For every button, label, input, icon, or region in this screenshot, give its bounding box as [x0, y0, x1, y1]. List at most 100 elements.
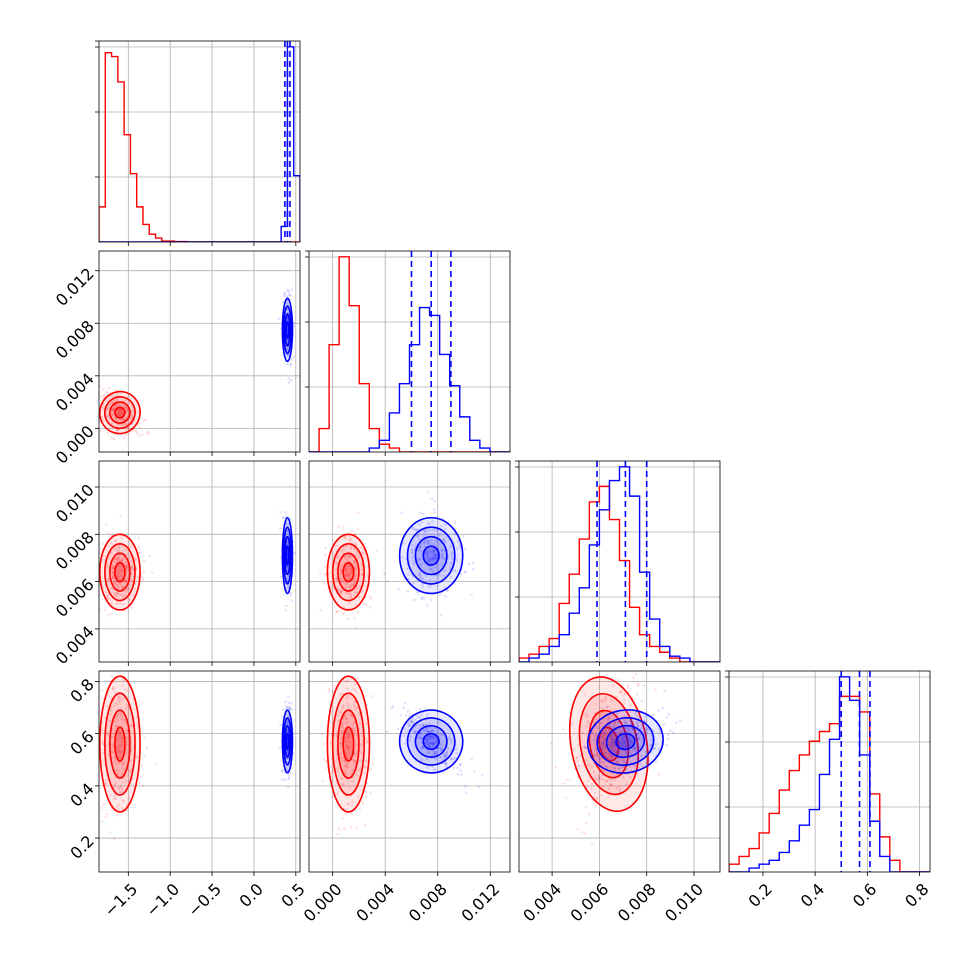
x-tick-label: 0.4 — [797, 880, 828, 911]
scatter-point — [419, 545, 422, 548]
scatter-point — [570, 722, 574, 726]
scatter-point — [145, 746, 149, 749]
scatter-point — [358, 722, 362, 726]
scatter-point — [115, 602, 119, 605]
scatter-point — [633, 765, 637, 768]
scatter-point — [625, 751, 628, 755]
scatter-point — [596, 753, 599, 757]
scatter-point — [611, 741, 614, 744]
scatter-point — [115, 583, 118, 587]
scatter-point — [278, 527, 282, 530]
scatter-point — [458, 763, 462, 766]
scatter-point — [443, 586, 446, 590]
scatter-point — [592, 721, 595, 724]
scatter-point — [119, 408, 123, 412]
scatter-point — [117, 403, 121, 406]
scatter-point — [440, 733, 443, 737]
scatter-point — [612, 724, 616, 728]
scatter-point — [354, 568, 358, 572]
scatter-point — [348, 591, 352, 595]
histogram-blue-series — [309, 306, 510, 452]
scatter-point — [444, 756, 448, 759]
scatter-point — [112, 575, 115, 579]
scatter-point — [353, 566, 357, 570]
scatter-point — [138, 426, 142, 429]
scatter-point — [429, 741, 433, 745]
scatter-point — [455, 751, 458, 755]
scatter-point — [449, 545, 452, 548]
scatter-point — [460, 773, 463, 777]
scatter-point — [125, 415, 129, 419]
scatter-point — [346, 778, 349, 781]
scatter-point — [323, 572, 327, 576]
scatter-point — [341, 580, 344, 584]
scatter-point — [568, 778, 572, 782]
scatter-point — [635, 737, 639, 741]
scatter-point — [667, 712, 671, 716]
scatter-point — [344, 722, 348, 725]
scatter-point — [420, 758, 424, 762]
scatter-point — [354, 572, 358, 576]
scatter-point — [425, 738, 429, 742]
scatter-point — [349, 595, 352, 599]
panel-content — [99, 41, 300, 242]
scatter-point — [400, 511, 404, 515]
scatter-point — [103, 584, 106, 587]
scatter-point — [352, 721, 356, 724]
scatter-point — [418, 736, 421, 740]
scatter-point — [111, 572, 115, 575]
scatter-point — [613, 743, 617, 747]
scatter-point — [107, 386, 111, 390]
scatter-point — [428, 558, 432, 562]
scatter-point — [119, 515, 122, 518]
scatter-point — [431, 742, 434, 745]
scatter-point — [118, 412, 121, 416]
scatter-point — [119, 407, 122, 411]
scatter-point — [115, 417, 118, 420]
scatter-point — [444, 754, 448, 758]
scatter-point — [623, 741, 626, 744]
scatter-point — [422, 724, 426, 727]
scatter-point — [348, 586, 351, 589]
scatter-point — [146, 432, 149, 436]
scatter-point — [115, 748, 119, 751]
scatter-point — [289, 593, 293, 597]
scatter-point — [112, 785, 116, 789]
scatter-point — [404, 714, 408, 717]
scatter-point — [116, 549, 120, 553]
scatter-point — [105, 399, 109, 403]
scatter-point — [124, 548, 127, 552]
scatter-point — [432, 543, 436, 546]
scatter-point — [429, 730, 433, 733]
scatter-point — [369, 606, 372, 609]
scatter-point — [401, 542, 405, 545]
scatter-point — [609, 735, 613, 738]
scatter-point — [125, 567, 129, 571]
scatter-point — [112, 407, 116, 411]
scatter-point — [629, 722, 633, 726]
scatter-point — [576, 759, 580, 763]
scatter-point — [129, 416, 133, 419]
scatter-point — [464, 570, 468, 573]
scatter-point — [286, 540, 289, 544]
scatter-point — [622, 740, 625, 743]
scatter-point — [344, 714, 348, 718]
scatter-point — [107, 578, 110, 582]
scatter-point — [284, 609, 288, 612]
scatter-point — [285, 757, 288, 761]
scatter-point — [353, 759, 356, 763]
scatter-point — [408, 721, 412, 725]
density-contour-red — [331, 692, 365, 796]
scatter-point — [100, 820, 104, 823]
scatter-point — [445, 752, 448, 756]
scatter-point — [427, 751, 431, 754]
scatter-point — [427, 556, 430, 560]
scatter-point — [621, 765, 625, 769]
scatter-point — [111, 408, 115, 411]
scatter-point — [115, 412, 119, 415]
scatter-point — [637, 746, 641, 749]
scatter-point — [412, 562, 416, 566]
scatter-point — [121, 602, 125, 606]
scatter-point — [288, 293, 292, 297]
scatter-point — [109, 402, 113, 406]
